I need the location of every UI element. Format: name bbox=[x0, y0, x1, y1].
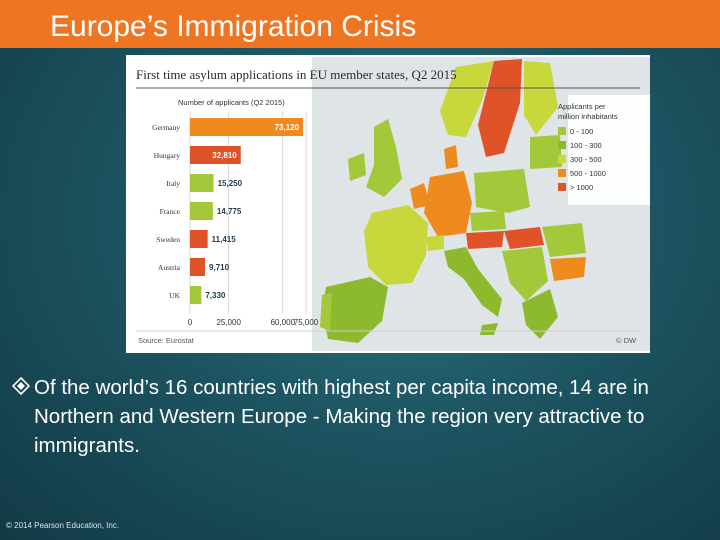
legend-label: 0 - 100 bbox=[570, 127, 593, 136]
chart-subtitle: Number of applicants (Q2 2015) bbox=[178, 98, 285, 107]
value-label: 7,330 bbox=[205, 291, 226, 300]
legend-label: 500 - 1000 bbox=[570, 169, 606, 178]
map-france bbox=[364, 205, 428, 285]
bar-panel bbox=[126, 55, 312, 353]
map-sweden bbox=[478, 59, 522, 157]
map-ireland bbox=[348, 153, 366, 181]
legend-swatch bbox=[558, 127, 566, 135]
category-label: Austria bbox=[158, 263, 181, 272]
map-uk bbox=[366, 119, 402, 197]
map-austria bbox=[466, 231, 504, 249]
map-italy bbox=[444, 247, 502, 317]
map-greece bbox=[522, 289, 558, 339]
copyright-footer: © 2014 Pearson Education, Inc. bbox=[6, 521, 120, 530]
map-switzerland bbox=[426, 235, 444, 251]
legend-swatch bbox=[558, 155, 566, 163]
map-sicily bbox=[480, 323, 498, 335]
x-tick-label: 75,000 bbox=[294, 318, 319, 327]
map-romania bbox=[542, 223, 586, 257]
map-norway bbox=[440, 61, 494, 137]
category-label: Italy bbox=[166, 179, 180, 188]
map-spain bbox=[322, 277, 388, 343]
map-bulgaria bbox=[550, 257, 586, 281]
legend-label: 300 - 500 bbox=[570, 155, 602, 164]
slide-title: Europe’s Immigration Crisis bbox=[50, 10, 417, 43]
bar bbox=[190, 118, 304, 136]
chart-source: Source: Eurostat bbox=[138, 336, 195, 345]
map-benelux bbox=[410, 183, 430, 209]
legend-label: 100 - 300 bbox=[570, 141, 602, 150]
bar bbox=[190, 202, 213, 220]
legend-label: > 1000 bbox=[570, 183, 593, 192]
bar bbox=[190, 230, 208, 248]
value-label: 15,250 bbox=[218, 179, 243, 188]
bar bbox=[190, 146, 241, 164]
diamond-bullet-icon bbox=[12, 377, 30, 395]
title-bar: Europe’s Immigration Crisis bbox=[0, 0, 720, 48]
bars: Germany 73,120 Hungary 32,810 Italy 15,250 Fra… bbox=[152, 118, 304, 304]
legend: Applicants per million inhabitants 0 - 1… bbox=[558, 102, 618, 192]
value-label: 14,775 bbox=[217, 207, 242, 216]
map-czech bbox=[470, 211, 506, 231]
map-hungary bbox=[504, 227, 544, 249]
legend-panel bbox=[568, 95, 650, 205]
map-balkans bbox=[502, 247, 548, 301]
map-portugal bbox=[320, 293, 332, 331]
chart-credit: © DW bbox=[616, 336, 637, 345]
category-label: Germany bbox=[152, 123, 180, 132]
map-denmark bbox=[444, 145, 458, 169]
bullet-text: Of the world’s 16 countries with highest… bbox=[34, 376, 649, 457]
value-label: 11,415 bbox=[212, 235, 237, 244]
asylum-chart: First time asylum applications in EU mem… bbox=[126, 55, 650, 353]
map-finland bbox=[524, 61, 558, 135]
value-label: 73,120 bbox=[275, 123, 300, 132]
value-label: 9,710 bbox=[209, 263, 230, 272]
legend-title-line2: million inhabitants bbox=[558, 112, 618, 121]
legend-title-line1: Applicants per bbox=[558, 102, 606, 111]
category-label: France bbox=[160, 207, 181, 216]
category-label: UK bbox=[169, 291, 180, 300]
bar bbox=[190, 286, 202, 304]
x-tick-label: 0 bbox=[188, 318, 193, 327]
category-label: Sweden bbox=[156, 235, 180, 244]
category-label: Hungary bbox=[154, 151, 180, 160]
chart-title: First time asylum applications in EU mem… bbox=[136, 67, 457, 82]
x-tick-label: 25,000 bbox=[216, 318, 241, 327]
asylum-figure: First time asylum applications in EU mem… bbox=[126, 55, 650, 353]
value-label: 32,810 bbox=[212, 151, 237, 160]
legend-swatch bbox=[558, 183, 566, 191]
map-germany bbox=[424, 171, 472, 237]
bar bbox=[190, 174, 214, 192]
map-poland bbox=[474, 169, 530, 213]
bar bbox=[190, 258, 206, 276]
map-baltics bbox=[530, 135, 562, 169]
legend-swatch bbox=[558, 169, 566, 177]
x-tick-label: 60,000 bbox=[271, 318, 296, 327]
legend-swatch bbox=[558, 141, 566, 149]
